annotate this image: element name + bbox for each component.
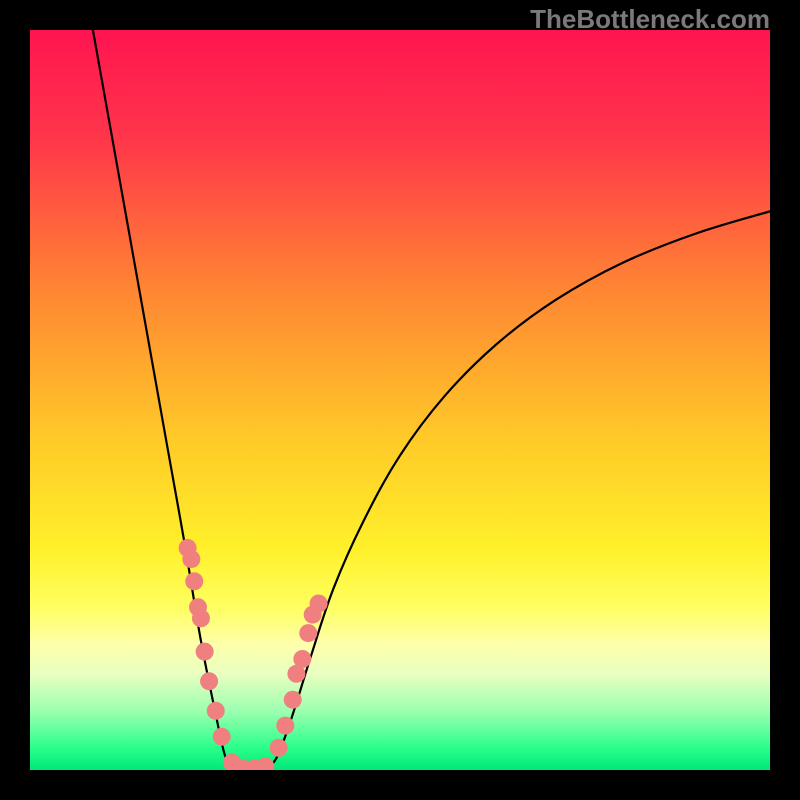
left-curve <box>93 30 237 770</box>
right-curve <box>267 211 770 770</box>
data-marker <box>192 609 210 627</box>
data-marker <box>207 702 225 720</box>
data-marker <box>299 624 317 642</box>
watermark-text: TheBottleneck.com <box>530 4 770 35</box>
markers-left <box>179 539 231 746</box>
chart-container: TheBottleneck.com <box>0 0 800 800</box>
data-marker <box>310 595 328 613</box>
data-marker <box>182 550 200 568</box>
curves-layer <box>30 30 770 770</box>
data-marker <box>276 717 294 735</box>
markers-bottom <box>223 754 274 770</box>
data-marker <box>256 757 274 770</box>
data-marker <box>293 650 311 668</box>
data-marker <box>185 572 203 590</box>
data-marker <box>270 739 288 757</box>
data-marker <box>284 691 302 709</box>
data-marker <box>213 728 231 746</box>
plot-area <box>30 30 770 770</box>
data-marker <box>196 643 214 661</box>
markers-right <box>270 595 328 757</box>
data-marker <box>200 672 218 690</box>
